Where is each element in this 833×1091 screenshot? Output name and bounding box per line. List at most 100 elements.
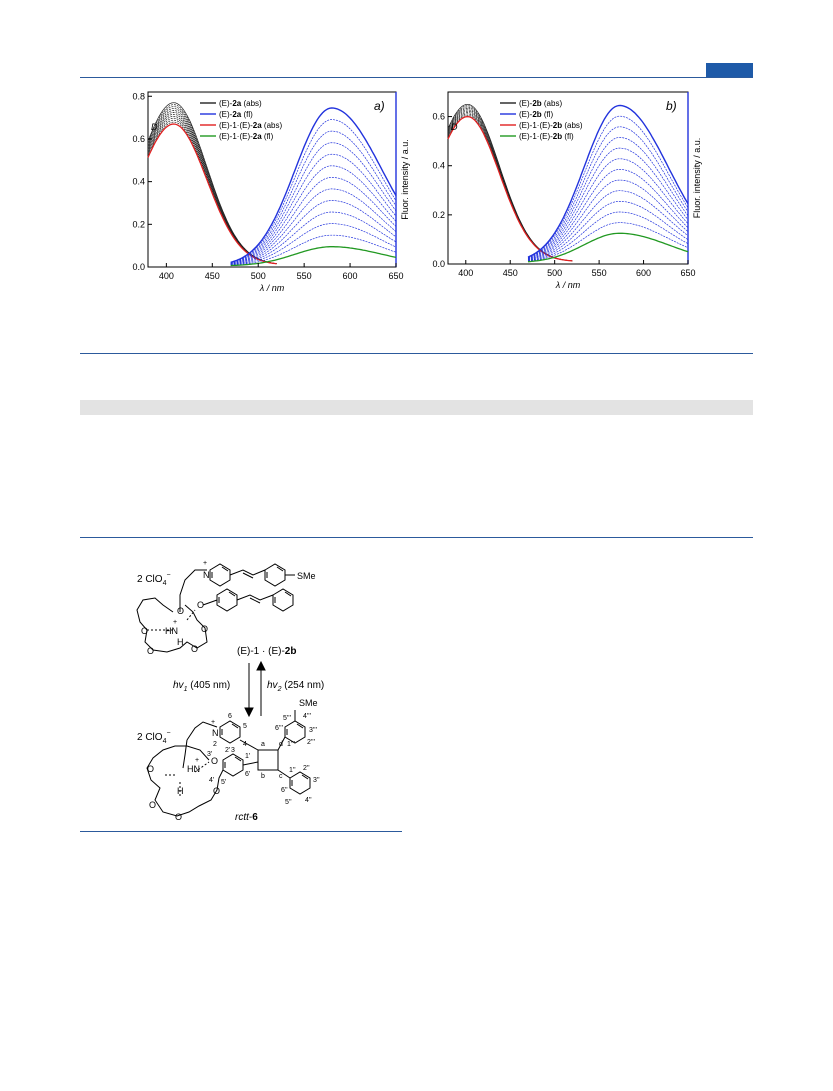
svg-text:HN: HN bbox=[187, 764, 200, 774]
absorption-series-5 bbox=[147, 110, 277, 264]
x-tick-label: 550 bbox=[592, 268, 607, 278]
fluorescence-series-6 bbox=[230, 165, 397, 265]
legend-entry: (E)-1·(E)-2b (abs) bbox=[519, 121, 583, 130]
svg-text:3'': 3'' bbox=[313, 777, 320, 784]
svg-text:2: 2 bbox=[213, 741, 217, 748]
plot-frame bbox=[447, 91, 689, 265]
x-tick-label: 600 bbox=[343, 271, 358, 281]
page-tab-marker bbox=[706, 63, 753, 77]
forward-light-label: hv1 (405 nm) bbox=[173, 680, 230, 693]
right-axis-label: Fluor. intensity / a.u. bbox=[692, 138, 702, 219]
svg-text:4': 4' bbox=[209, 777, 214, 784]
svg-text:O: O bbox=[201, 624, 208, 634]
fluorescence-series-3 bbox=[527, 126, 689, 259]
fluorescence-series-8 bbox=[527, 179, 689, 261]
phenyl-ring-bottom bbox=[289, 771, 311, 795]
svg-text:HN: HN bbox=[165, 626, 178, 636]
svg-text:2''': 2''' bbox=[307, 739, 315, 746]
fluorescence-series-9 bbox=[527, 190, 689, 261]
svg-text:5: 5 bbox=[243, 723, 247, 730]
y-tick-label: 0.2 bbox=[132, 219, 145, 229]
fluorescence-series-2 bbox=[230, 119, 397, 263]
legend-entry: (E)-1·(E)-2a (abs) bbox=[219, 121, 282, 130]
legend-entry: (E)-1·(E)-2b (fl) bbox=[519, 132, 574, 141]
fluorescence-series-7 bbox=[527, 169, 689, 260]
styryl-phenyl-ring-top bbox=[272, 588, 294, 612]
svg-text:5''': 5''' bbox=[283, 715, 291, 722]
thioanisole-ring-top bbox=[264, 563, 286, 587]
y-tick-label: 0.2 bbox=[432, 210, 445, 220]
svg-text:2'': 2'' bbox=[303, 765, 310, 772]
fluorescence-series-12 bbox=[230, 234, 397, 266]
svg-text:N: N bbox=[212, 728, 219, 738]
catechol-ring-top bbox=[216, 588, 238, 612]
svg-text:6'': 6'' bbox=[281, 787, 288, 794]
x-axis-label: λ / nm bbox=[555, 280, 581, 290]
x-tick-label: 450 bbox=[503, 268, 518, 278]
x-tick-label: 500 bbox=[547, 268, 562, 278]
absorption-series-10 bbox=[447, 115, 573, 262]
catechol-ring-bottom bbox=[222, 753, 244, 777]
svg-text:O: O bbox=[147, 764, 154, 774]
svg-text:+: + bbox=[203, 560, 207, 567]
svg-text:O: O bbox=[147, 646, 154, 656]
svg-text:+: + bbox=[173, 619, 177, 626]
absorption-series-12 bbox=[147, 123, 277, 265]
fluorescence-series-10 bbox=[527, 201, 689, 261]
cyclobutane-ring bbox=[257, 749, 279, 771]
svg-text:O: O bbox=[191, 644, 198, 654]
table-bottom-rule bbox=[80, 537, 753, 538]
x-tick-label: 500 bbox=[251, 271, 266, 281]
complex-label: (E)-1 · (E)-2b bbox=[237, 646, 296, 657]
y-tick-label: 0.0 bbox=[432, 259, 445, 269]
svg-text:6''': 6''' bbox=[275, 725, 283, 732]
y-tick-label: 0.0 bbox=[132, 262, 145, 272]
y-tick-label: 0.4 bbox=[132, 177, 145, 187]
sme-group-top: SMe bbox=[297, 571, 316, 581]
svg-text:O: O bbox=[175, 812, 182, 822]
svg-text:H: H bbox=[177, 786, 184, 796]
atom-numbering: 6 5 2 3 4 a d b c 1' 2' 3' 4' 5' 6' 1'' … bbox=[207, 713, 320, 806]
legend-entry: (E)-2b (fl) bbox=[519, 110, 554, 119]
svg-text:6: 6 bbox=[228, 713, 232, 720]
fluorescence-series-3 bbox=[230, 130, 397, 264]
x-tick-label: 650 bbox=[388, 271, 403, 281]
reaction-scheme: 2 ClO4− N + SMe O O O HN + H O O O (E)-1… bbox=[136, 560, 324, 823]
fluorescence-series-4 bbox=[230, 142, 397, 264]
svg-text:+: + bbox=[211, 719, 215, 726]
svg-text:b: b bbox=[261, 773, 265, 780]
figure-bottom-rule bbox=[80, 353, 753, 354]
x-axis-label: λ / nm bbox=[259, 283, 285, 293]
svg-text:+: + bbox=[195, 757, 199, 764]
svg-text:5'': 5'' bbox=[285, 799, 292, 806]
svg-text:4'': 4'' bbox=[305, 797, 312, 804]
y-tick-label: 0.8 bbox=[132, 91, 145, 101]
x-tick-label: 550 bbox=[297, 271, 312, 281]
panel-label: a) bbox=[374, 99, 385, 113]
right-axis-label: Fluor. intensity / a.u. bbox=[400, 139, 410, 220]
x-tick-label: 600 bbox=[636, 268, 651, 278]
legend-entry: (E)-2b (abs) bbox=[519, 99, 562, 108]
header-rule bbox=[80, 77, 753, 78]
legend-entry: (E)-2a (abs) bbox=[219, 99, 262, 108]
svg-text:d: d bbox=[279, 741, 283, 748]
absorption-series-8 bbox=[147, 115, 277, 265]
product-label: rctt-6 bbox=[235, 812, 258, 823]
fluorescence-series-8 bbox=[230, 188, 397, 265]
svg-text:3: 3 bbox=[231, 747, 235, 754]
svg-text:O: O bbox=[213, 786, 220, 796]
x-tick-label: 450 bbox=[205, 271, 220, 281]
svg-text:3': 3' bbox=[207, 751, 212, 758]
x-tick-label: 650 bbox=[680, 268, 695, 278]
left-axis-label: D bbox=[151, 122, 158, 132]
panel-label: b) bbox=[666, 99, 677, 113]
fluorescence-series-1 bbox=[230, 107, 397, 263]
svg-text:H: H bbox=[177, 637, 184, 647]
scheme-bottom-rule bbox=[80, 831, 402, 832]
svg-text:2': 2' bbox=[225, 747, 230, 754]
svg-text:O: O bbox=[177, 606, 184, 616]
svg-text:O: O bbox=[197, 600, 204, 610]
svg-text:O: O bbox=[149, 800, 156, 810]
svg-text:c: c bbox=[279, 773, 283, 780]
fluorescence-series-6 bbox=[527, 158, 689, 260]
